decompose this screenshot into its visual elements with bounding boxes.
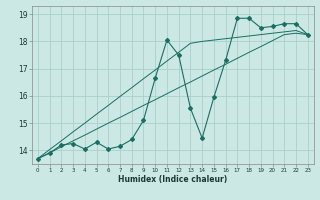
- X-axis label: Humidex (Indice chaleur): Humidex (Indice chaleur): [118, 175, 228, 184]
